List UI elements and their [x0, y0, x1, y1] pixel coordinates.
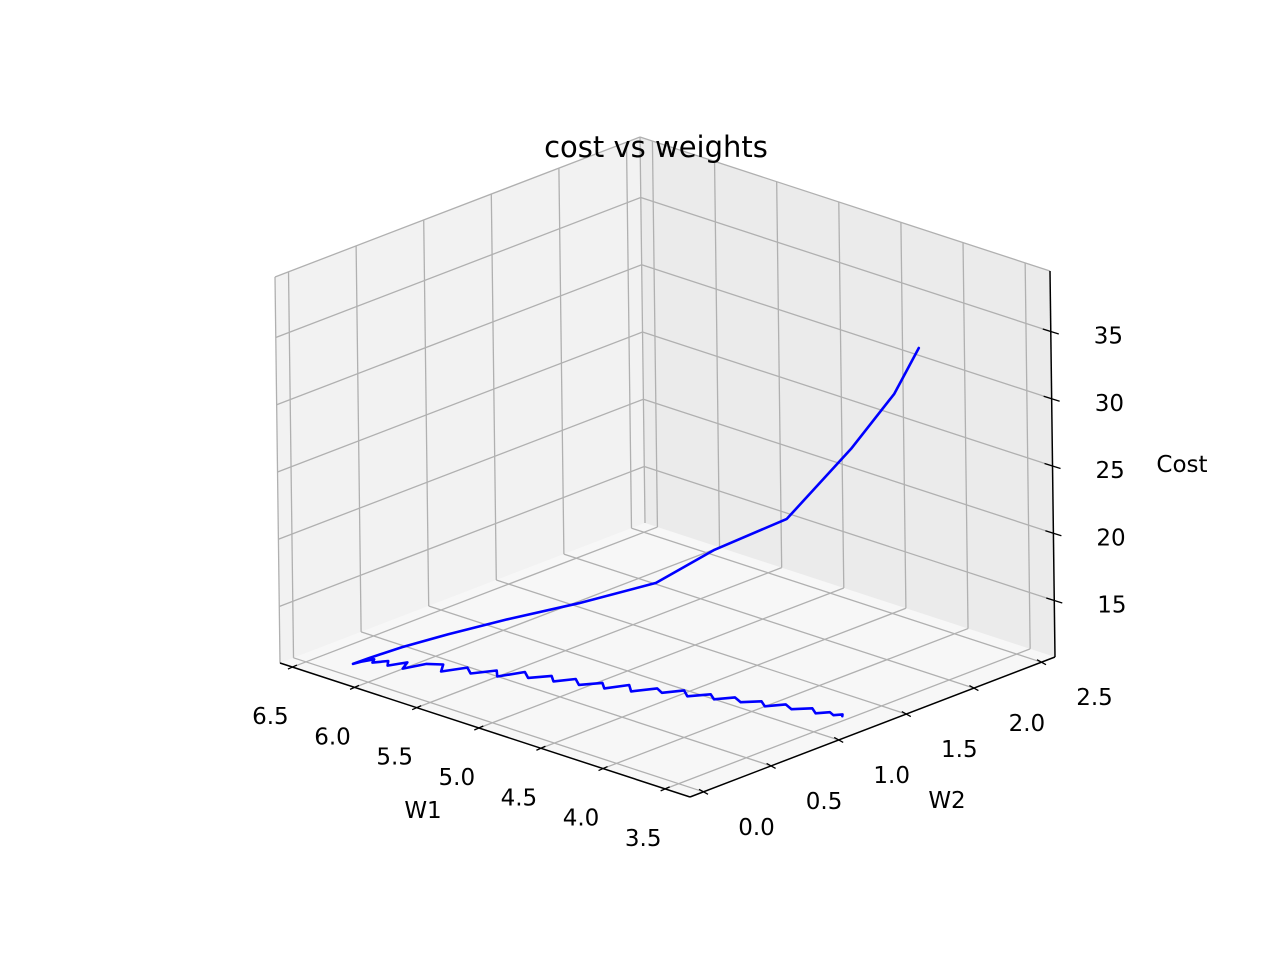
x-tick-label: 4.0	[563, 806, 600, 832]
grid-line-z-left-wall	[277, 331, 643, 473]
grid-lines	[274, 136, 1055, 793]
y-tick-label: 0.5	[806, 789, 843, 815]
x-tick-mark	[598, 765, 608, 772]
x-tick-mark	[660, 786, 670, 792]
grid-line-z-left-wall	[278, 398, 644, 540]
grid-line-z-back-wall	[644, 465, 1055, 602]
x-tick-label: 5.0	[439, 765, 476, 791]
x-tick-mark	[474, 725, 484, 731]
grid-line-y-floor	[293, 657, 704, 793]
left-wall-pane	[275, 137, 645, 663]
z-axis-line	[1049, 270, 1056, 658]
grid-line-x-wall	[962, 242, 969, 629]
x-tick-label: 6.0	[314, 724, 351, 750]
grid-line-x-wall	[838, 201, 845, 588]
pane-edge	[639, 136, 646, 524]
grid-line-x-wall	[651, 141, 659, 528]
tick-labels: 3.5 4.0 4.5 5.0 5.5 6.0 6.5 0.0 0.5 1.0 1.5 2.0 2.5 1…	[252, 324, 1126, 852]
grid-line-y-floor	[360, 631, 772, 767]
grid-line-z-left-wall	[276, 264, 642, 406]
grid-line-y-floor	[563, 553, 975, 689]
grid-line-y-floor	[428, 605, 839, 741]
grid-line-y-wall	[490, 194, 497, 581]
grid-line-x-wall	[776, 181, 783, 568]
grid-line-y-wall	[355, 245, 362, 632]
grid-line-x-floor	[602, 627, 969, 770]
axis-lines	[279, 270, 1056, 798]
floor-pane	[280, 523, 1055, 797]
series-group	[351, 346, 921, 718]
y-tick-label: 0.0	[738, 815, 775, 841]
x-axis-label: W1	[404, 798, 441, 824]
z-tick-label: 35	[1094, 324, 1123, 350]
y-tick-label: 2.0	[1009, 711, 1046, 737]
y-tick-mark	[901, 710, 912, 718]
y-tick-label: 1.5	[941, 737, 978, 763]
x-tick-mark	[349, 684, 360, 690]
grid-line-z-left-wall	[275, 196, 642, 339]
axis-ticks	[287, 328, 1063, 795]
z-tick-mark	[1042, 328, 1059, 335]
z-tick-mark	[1044, 462, 1061, 470]
z-tick-label: 30	[1095, 391, 1124, 417]
grid-line-y-wall	[287, 271, 295, 658]
z-tick-label: 15	[1097, 593, 1126, 619]
grid-line-y-floor	[496, 579, 907, 715]
z-tick-mark	[1046, 597, 1063, 604]
grid-line-x-floor	[416, 567, 782, 709]
grid-line-y-wall	[558, 168, 565, 555]
grid-line-z-back-wall	[640, 196, 1051, 333]
grid-line-y-wall	[625, 142, 633, 529]
z-axis-label: Cost	[1156, 452, 1207, 478]
x-tick-mark	[411, 705, 422, 711]
pane-edge	[639, 136, 1051, 272]
grid-line-x-wall	[900, 222, 907, 609]
grid-line-y-wall	[423, 219, 430, 606]
x-axis-line	[279, 662, 691, 798]
y-tick-label: 1.0	[873, 763, 910, 789]
chart-title: cost vs weights	[544, 130, 768, 164]
z-tick-label: 25	[1096, 458, 1125, 484]
y-tick-mark	[766, 762, 776, 769]
z-tick-mark	[1045, 530, 1062, 537]
y-tick-mark	[833, 736, 844, 744]
x-tick-label: 4.5	[501, 785, 538, 811]
x-tick-mark	[536, 745, 546, 751]
pane-edge	[274, 276, 281, 664]
z-tick-mark	[1043, 395, 1060, 402]
grid-line-x-floor	[540, 607, 907, 749]
grid-line-x-wall	[713, 161, 721, 548]
y-tick-mark	[969, 685, 979, 692]
x-tick-label: 3.5	[625, 826, 662, 852]
y-tick-mark	[698, 788, 709, 795]
x-tick-mark	[287, 664, 298, 670]
grid-line-y-floor	[631, 527, 1042, 663]
grid-line-x-floor	[664, 648, 1031, 790]
grid-line-x-floor	[354, 546, 720, 688]
grid-line-x-floor	[292, 526, 658, 668]
z-tick-label: 20	[1096, 525, 1125, 551]
back-wall-pane	[640, 137, 1055, 657]
x-tick-label: 5.5	[376, 745, 413, 771]
series-line-0	[351, 346, 921, 718]
grid-line-z-back-wall	[643, 398, 1054, 534]
grid-line-z-left-wall	[279, 465, 645, 608]
grid-line-x-floor	[478, 587, 845, 729]
y-tick-label: 2.5	[1076, 685, 1113, 711]
y-axis-line	[689, 656, 1056, 798]
y-tick-mark	[1036, 659, 1047, 666]
grid-line-z-back-wall	[642, 331, 1053, 467]
y-axis-label: W2	[928, 788, 965, 814]
grid-line-x-wall	[1024, 262, 1031, 649]
axes-panes	[275, 137, 1055, 797]
x-tick-label: 6.5	[252, 704, 289, 730]
grid-line-z-back-wall	[641, 264, 1052, 400]
pane-edge	[274, 136, 641, 278]
